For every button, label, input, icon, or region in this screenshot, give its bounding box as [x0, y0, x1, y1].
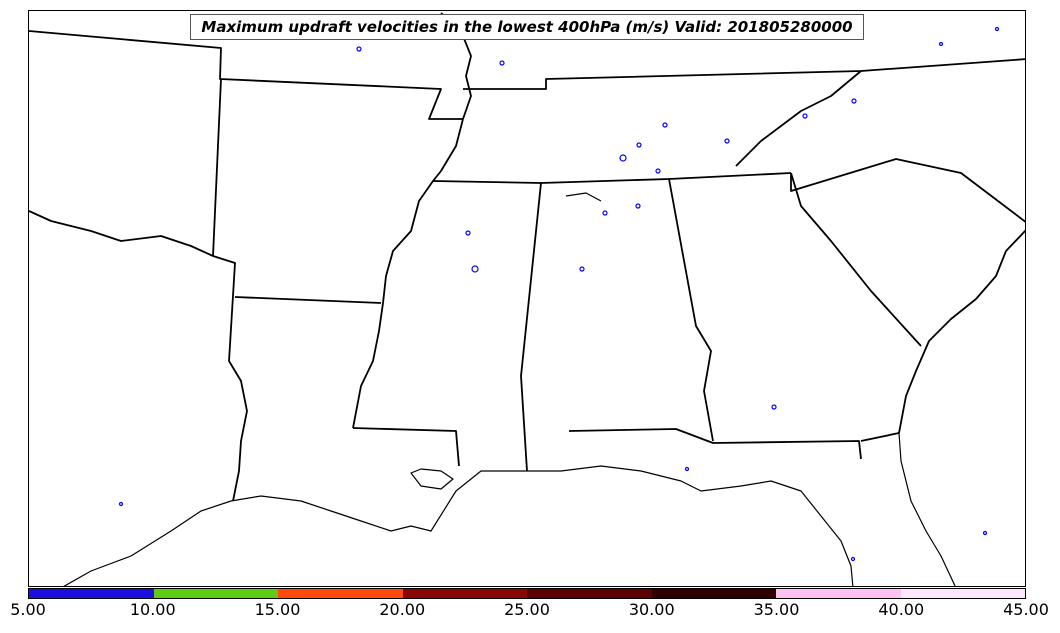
atlantic-coast [898, 229, 1025, 434]
colorbar-segment [776, 589, 901, 598]
updraft-contour [636, 142, 642, 148]
updraft-contour [655, 168, 661, 174]
state-border-ga-fl [860, 432, 900, 442]
gulf-coast [63, 465, 854, 586]
state-border-nc-sc [790, 158, 1025, 223]
colorbar-segment [153, 589, 278, 598]
map-canvas [29, 12, 1025, 586]
colorbar-tick-label: 35.00 [753, 600, 800, 619]
state-border-ar-ok [212, 78, 222, 257]
state-border-ar-mo [29, 30, 463, 120]
updraft-contours [118, 26, 1000, 562]
state-border-tx-la [212, 255, 248, 502]
updraft-contour [465, 230, 471, 236]
state-border-ga-sc [790, 172, 922, 347]
colorbar-tick-label: 45.00 [1003, 600, 1049, 619]
colorbar-segment [278, 589, 403, 598]
state-border-al-fl [568, 428, 862, 460]
colorbar-tick-label: 5.00 [10, 600, 46, 619]
state-border-al-ga [668, 178, 714, 442]
colorbar-segment [402, 589, 527, 598]
florida-east-coast [898, 432, 956, 586]
updraft-contour [851, 98, 857, 104]
updraft-contour [802, 113, 808, 119]
lake-pontchartrain [410, 468, 454, 490]
updraft-contour [579, 266, 585, 272]
state-border-ar-la [234, 296, 382, 304]
mississippi-river [352, 118, 464, 429]
colorbar-tick-label: 20.00 [379, 600, 426, 619]
colorbar-tick-label: 40.00 [878, 600, 925, 619]
colorbar-segment [900, 589, 1025, 598]
colorbar-tick-label: 15.00 [254, 600, 301, 619]
updraft-contour [602, 210, 608, 216]
updraft-contour [118, 501, 124, 507]
updraft-contour [619, 154, 627, 162]
red-river [29, 210, 214, 257]
colorbar-tick-label: 10.00 [129, 600, 176, 619]
map-frame [28, 10, 1026, 587]
state-border-tn-ky [463, 58, 1025, 90]
tennessee-river [565, 192, 602, 202]
updraft-contour [850, 556, 856, 562]
state-border-ms-la [352, 427, 460, 467]
updraft-contour [771, 404, 777, 410]
colorbar-tick-label: 25.00 [504, 600, 550, 619]
colorbar-segment [29, 589, 154, 598]
updraft-contour [662, 122, 668, 128]
colorbar-tick-label: 30.00 [628, 600, 675, 619]
updraft-contour [938, 41, 944, 47]
updraft-contour [471, 265, 479, 273]
updraft-contour [356, 46, 362, 52]
updraft-contour [499, 60, 505, 66]
colorbar [28, 588, 1026, 599]
colorbar-segment [651, 589, 776, 598]
updraft-contour [994, 26, 1000, 32]
state-border-ms-al [520, 182, 542, 472]
updraft-contour [982, 530, 988, 536]
state-border-nc-tn [735, 70, 862, 167]
state-border-tn-south [432, 172, 792, 184]
colorbar-segment [527, 589, 652, 598]
updraft-contour [724, 138, 730, 144]
colorbar-tick-labels: 5.00 10.00 15.00 20.00 25.00 30.00 35.00 40.00 4… [0, 600, 1060, 626]
updraft-contour [684, 466, 690, 472]
map-title: Maximum updraft velocities in the lowest… [190, 14, 864, 40]
updraft-contour [635, 203, 641, 209]
